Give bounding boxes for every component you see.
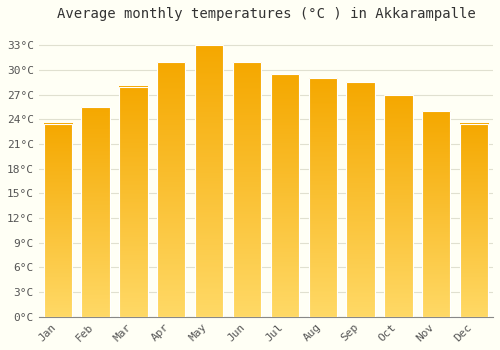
- Bar: [233, 62, 261, 317]
- Bar: [384, 95, 412, 317]
- Bar: [460, 124, 488, 317]
- Bar: [308, 78, 337, 317]
- Bar: [44, 124, 72, 317]
- Bar: [346, 83, 375, 317]
- Bar: [270, 74, 299, 317]
- Bar: [157, 62, 186, 317]
- Bar: [195, 46, 224, 317]
- Bar: [422, 111, 450, 317]
- Title: Average monthly temperatures (°C ) in Akkarampalle: Average monthly temperatures (°C ) in Ak…: [56, 7, 476, 21]
- Bar: [82, 107, 110, 317]
- Bar: [119, 86, 148, 317]
